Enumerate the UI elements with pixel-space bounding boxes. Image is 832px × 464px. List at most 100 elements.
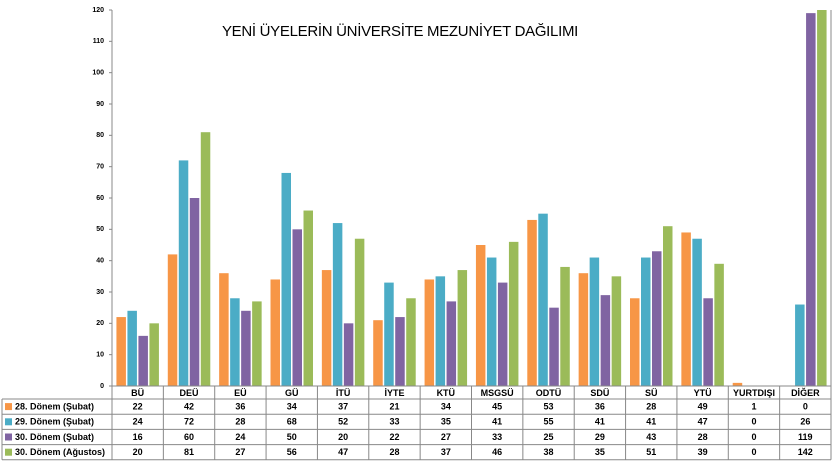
bar <box>497 282 508 386</box>
bar <box>600 295 611 386</box>
y-tick-label: 100 <box>92 70 104 77</box>
table-value: 56 <box>287 447 297 457</box>
table-value: 20 <box>133 447 143 457</box>
table-value: 50 <box>287 432 297 442</box>
table-value: 119 <box>798 432 813 442</box>
bar <box>817 10 827 386</box>
bar <box>384 282 394 386</box>
bar <box>795 304 805 386</box>
x-tick-label: EÜ <box>234 388 247 398</box>
x-tick-label: YTÜ <box>694 388 712 398</box>
y-tick-label: 40 <box>96 258 104 265</box>
table-value: 1 <box>751 401 756 411</box>
x-tick-label: İTÜ <box>336 388 351 398</box>
bar <box>178 160 189 386</box>
table-value: 35 <box>595 447 605 457</box>
table-value: 51 <box>646 447 656 457</box>
table-value: 47 <box>698 417 708 427</box>
x-tick-label: MSGSÜ <box>481 388 514 398</box>
table-value: 21 <box>389 401 399 411</box>
bar <box>508 241 519 386</box>
table-value: 33 <box>389 417 399 427</box>
table-value: 22 <box>389 432 399 442</box>
table-value: 27 <box>441 432 451 442</box>
table-value: 28 <box>646 401 656 411</box>
table-value: 72 <box>184 417 194 427</box>
y-tick-label: 80 <box>96 132 104 139</box>
legend-swatch <box>5 418 12 426</box>
bar <box>116 317 126 386</box>
table-value: 60 <box>184 432 194 442</box>
bar <box>219 273 229 386</box>
table-value: 41 <box>595 417 605 427</box>
y-tick-label: 120 <box>92 7 104 14</box>
table-value: 52 <box>338 417 348 427</box>
bar <box>641 257 651 386</box>
table-value: 34 <box>441 401 451 411</box>
legend-label: 29. Dönem (Şubat) <box>15 417 94 427</box>
bar <box>457 270 468 386</box>
table-value: 27 <box>235 447 245 457</box>
table-value: 36 <box>595 401 605 411</box>
y-tick-label: 0 <box>100 383 104 390</box>
bar <box>373 320 383 386</box>
table-value: 33 <box>492 432 502 442</box>
table-value: 142 <box>798 447 813 457</box>
bar <box>321 270 332 386</box>
bar <box>343 323 354 386</box>
table-value: 24 <box>235 432 245 442</box>
bar <box>703 298 713 386</box>
legend-label: 30. Dönem (Şubat) <box>15 432 94 442</box>
table-value: 36 <box>235 401 245 411</box>
table-value: 24 <box>133 417 143 427</box>
table-value: 20 <box>338 432 348 442</box>
bar <box>549 307 559 386</box>
y-tick-label: 20 <box>96 320 104 327</box>
y-tick-label: 60 <box>96 195 104 202</box>
bar <box>241 310 251 386</box>
table-value: 81 <box>184 447 194 457</box>
table-value: 28 <box>698 432 708 442</box>
table-value: 37 <box>441 447 451 457</box>
bar <box>138 335 148 386</box>
table-value: 28 <box>235 417 245 427</box>
x-tick-label: BÜ <box>131 388 144 398</box>
bars <box>116 10 827 386</box>
bar <box>395 317 405 386</box>
bar <box>589 257 600 386</box>
bar <box>230 298 240 386</box>
table-value: 22 <box>133 401 143 411</box>
x-tick-label: DİĞER <box>791 387 820 398</box>
bar <box>578 273 589 386</box>
bar <box>681 232 691 386</box>
table-value: 0 <box>751 447 756 457</box>
bar <box>663 226 673 386</box>
table-value: 38 <box>544 447 554 457</box>
bar <box>200 132 211 386</box>
bar <box>560 266 570 386</box>
x-tick-label: SÜ <box>645 388 658 398</box>
table-value: 55 <box>544 417 554 427</box>
bar <box>292 229 302 386</box>
x-tick-label: GÜ <box>285 388 299 398</box>
legend-swatch <box>5 448 12 456</box>
y-tick-label: 110 <box>93 38 104 45</box>
bar <box>127 310 137 386</box>
bar <box>692 238 702 386</box>
bar <box>435 276 446 386</box>
x-tick-label: SDÜ <box>590 388 609 398</box>
y-tick-label: 70 <box>96 164 104 171</box>
bar <box>486 257 497 386</box>
x-tick-label: KTÜ <box>437 388 456 398</box>
table-value: 45 <box>492 401 502 411</box>
table-value: 46 <box>492 447 502 457</box>
table-value: 34 <box>287 401 297 411</box>
table-value: 0 <box>751 417 756 427</box>
table-value: 29 <box>595 432 605 442</box>
table-value: 68 <box>287 417 297 427</box>
bar <box>281 172 291 386</box>
bar <box>424 279 435 386</box>
legend-label: 30. Dönem (Ağustos) <box>15 447 105 457</box>
table-value: 28 <box>389 447 399 457</box>
